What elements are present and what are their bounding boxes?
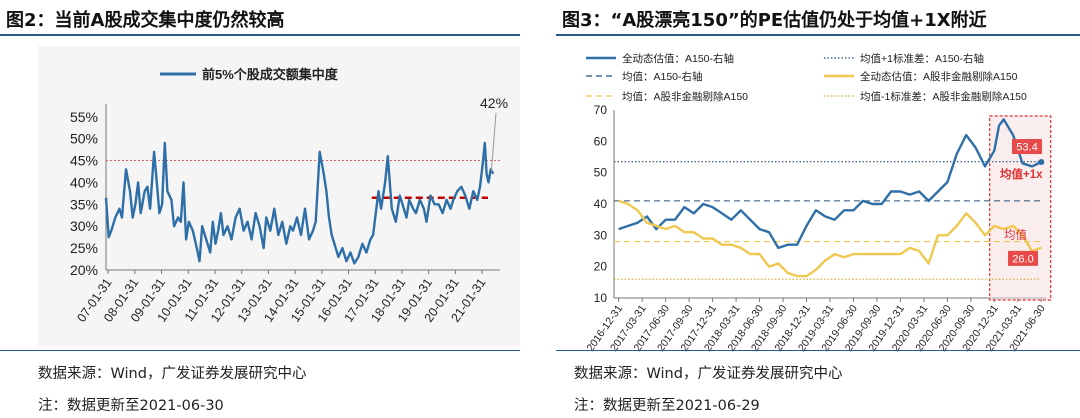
annotation-latest-value: 42% xyxy=(480,95,508,111)
legend-label: 均值：A股非金融剔除A150 xyxy=(622,90,748,103)
legend-label: 均值+1标准差：A150-右轴 xyxy=(860,52,984,65)
series-line-a150-pe xyxy=(618,118,1042,250)
right-figure-panel: 图3：“A股漂亮150”的PE估值仍处于均值+1X附近 全动态估值：A150-右… xyxy=(556,0,1080,418)
y-tick-label: 70 xyxy=(594,103,608,117)
y-tick-label: 55% xyxy=(70,109,98,125)
y-tick-label: 10 xyxy=(594,291,608,305)
left-figure-panel: 图2：当前A股成交集中度仍然较高 前5%个股成交额集中度 55% 50% 45% 40%… xyxy=(0,0,520,418)
y-tick-label: 35% xyxy=(70,196,98,212)
legend-label: 均值-1标准差：A股非金融剔除A150 xyxy=(860,90,1027,103)
right-update-note: 注：数据更新至2021-06-29 xyxy=(574,398,760,414)
y-tick-label: 50% xyxy=(70,131,98,147)
value-badge-a150-text: 53.4 xyxy=(1016,142,1037,154)
series-line-concentration xyxy=(104,141,495,265)
y-tick-label: 25% xyxy=(70,240,98,256)
endpoint-marker-a150 xyxy=(1038,159,1045,166)
y-tick-label: 20 xyxy=(594,260,608,274)
y-tick-label: 40% xyxy=(70,174,98,190)
left-update-note: 注：数据更新至2021-06-30 xyxy=(38,398,224,414)
y-tick-label: 30 xyxy=(594,228,608,242)
left-bottom-rule xyxy=(0,350,520,351)
legend-label-concentration: 前5%个股成交额集中度 xyxy=(202,67,339,82)
right-source-note: 数据来源：Wind，广发证券发展研究中心 xyxy=(574,366,843,382)
left-concentration-chart: 前5%个股成交额集中度55%50%45%40%35%30%25%20%07-01… xyxy=(70,67,508,325)
legend-label: 全动态估值：A150-右轴 xyxy=(622,52,734,65)
annotation-leader-line xyxy=(490,112,497,172)
left-figure-title: 图2：当前A股成交集中度仍然较高 xyxy=(6,10,285,31)
y-tick-label: 30% xyxy=(70,218,98,234)
y-tick-label: 45% xyxy=(70,153,98,169)
right-bottom-rule xyxy=(556,350,1080,351)
left-plot-background xyxy=(38,46,520,346)
left-source-note: 数据来源：Wind，广发证券发展研究中心 xyxy=(38,366,307,382)
value-badge-nonfin xyxy=(1008,250,1038,266)
value-badge-a150 xyxy=(1012,139,1042,155)
left-title-rule xyxy=(0,34,520,36)
series-line-nonfin-pe xyxy=(618,199,1042,278)
y-tick-label: 50 xyxy=(594,166,608,180)
annotation-mean: 均值 xyxy=(1004,228,1027,241)
annotation-mean-plus-1x: 均值+1x xyxy=(1000,167,1043,181)
legend-label: 全动态估值：A股非金融剔除A150 xyxy=(860,70,1018,83)
legend-label: 均值：A150-右轴 xyxy=(622,70,703,83)
y-tick-label: 20% xyxy=(70,262,98,278)
right-title-rule xyxy=(556,34,1080,36)
y-tick-label: 60 xyxy=(594,134,608,148)
value-badge-nonfin-text: 26.0 xyxy=(1012,253,1033,265)
y-tick-label: 40 xyxy=(594,197,608,211)
right-figure-title: 图3：“A股漂亮150”的PE估值仍处于均值+1X附近 xyxy=(562,10,987,31)
